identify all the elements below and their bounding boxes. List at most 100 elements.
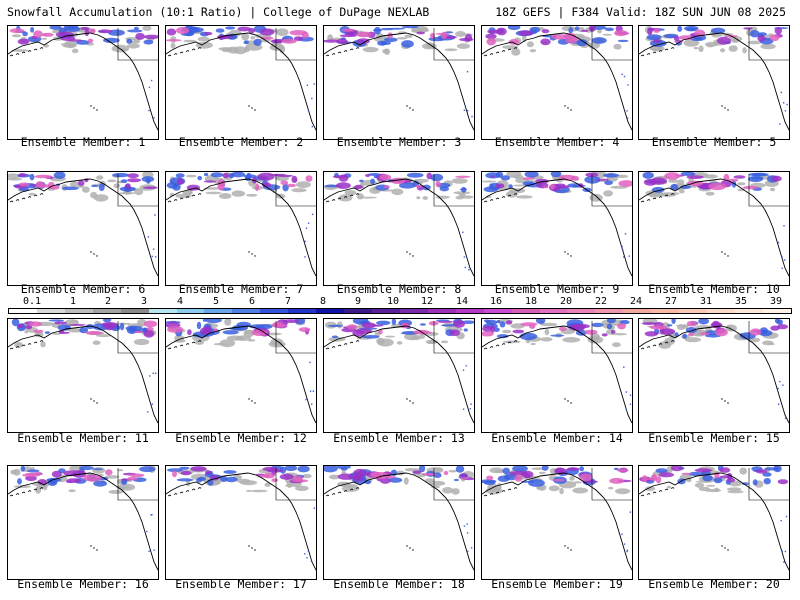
island-outline <box>495 197 500 200</box>
border-line <box>748 174 789 207</box>
island-outline <box>658 490 663 492</box>
island-outline <box>167 494 172 497</box>
snowfall-area <box>28 192 36 196</box>
island-outline <box>21 344 26 347</box>
snowfall-area <box>105 469 113 476</box>
snowfall-area <box>253 38 262 46</box>
snowfall-area <box>519 332 538 341</box>
snowfall-area <box>590 333 600 342</box>
border-line <box>275 468 316 501</box>
hawaii-island <box>567 253 569 255</box>
snowfall-area <box>495 183 505 189</box>
snowfall-area <box>757 35 766 42</box>
coastline <box>8 472 158 571</box>
snowfall-area <box>8 173 21 179</box>
snowfall-area <box>30 26 35 33</box>
island-outline <box>489 53 494 55</box>
colorbar-segment <box>36 309 65 313</box>
snowfall-area <box>54 321 67 325</box>
snowfall-area <box>197 476 206 481</box>
snowfall-area <box>102 319 112 323</box>
colorbar-segment <box>344 309 372 313</box>
snowfall-area <box>459 477 469 480</box>
island-outline <box>670 193 675 195</box>
island-outline <box>343 50 348 52</box>
island-outline <box>670 340 675 342</box>
island-outline <box>167 54 172 57</box>
snowfall-area <box>27 469 40 473</box>
snowfall-area <box>422 196 429 200</box>
snowfall-area <box>61 186 79 191</box>
island-outline <box>483 347 488 350</box>
island-outline <box>185 50 190 52</box>
snowfall-area <box>777 241 780 244</box>
island-outline <box>349 48 354 51</box>
hawaii-island <box>724 400 726 402</box>
snowfall-area <box>104 323 116 331</box>
snowfall-area <box>750 176 764 180</box>
snowfall-area <box>167 326 184 333</box>
snowfall-area <box>247 339 256 342</box>
snowfall-area <box>584 175 601 184</box>
colorbar-tick-label: 16 <box>489 296 503 307</box>
snowfall-area <box>205 319 222 324</box>
snowfall-area <box>44 331 51 334</box>
island-outline <box>331 346 336 348</box>
snowfall-area <box>621 245 623 248</box>
snowfall-area <box>702 174 718 179</box>
hawaii-island <box>570 549 572 551</box>
ensemble-member-label: Ensemble Member: 12 <box>175 431 307 445</box>
coastline <box>166 472 316 571</box>
island-outline <box>343 490 348 492</box>
snowfall-area <box>129 473 145 478</box>
ensemble-map-panel <box>481 25 633 140</box>
snowfall-area <box>778 403 780 405</box>
snowfall-area <box>176 478 194 482</box>
coastline <box>639 325 789 424</box>
border-line <box>748 468 789 501</box>
colorbar-tick-label: 27 <box>664 296 678 307</box>
snowfall-area <box>584 329 598 335</box>
snowfall-area <box>49 26 62 30</box>
colorbar-legend: 0.1 1 2 3 4 5 6 7 8 9 10 12 14 16 18 20 22 24 27 31 35 39 <box>8 296 792 316</box>
snowfall-area <box>231 172 246 178</box>
border-line <box>275 321 316 354</box>
snowfall-area <box>304 240 306 242</box>
snowfall-area <box>527 480 535 483</box>
snowfall-area <box>550 334 565 337</box>
snowfall-area <box>670 466 683 472</box>
ensemble-map-panel <box>323 171 475 286</box>
border-line <box>748 28 789 61</box>
snowfall-area <box>719 467 731 473</box>
island-outline <box>652 344 657 347</box>
snowfall-area <box>143 320 158 328</box>
snowfall-area <box>285 484 294 487</box>
snowfall-area <box>467 110 469 112</box>
ensemble-map-panel <box>7 465 159 580</box>
border-line <box>433 321 474 354</box>
island-outline <box>507 341 512 344</box>
ensemble-map-panel <box>638 318 790 433</box>
snowfall-area <box>336 38 348 45</box>
snowfall-area <box>34 174 53 179</box>
hawaii-island <box>412 549 414 551</box>
snowfall-area <box>668 179 679 183</box>
hawaii-island <box>96 402 98 404</box>
ensemble-member-label: Ensemble Member: 1 <box>20 135 146 149</box>
island-outline <box>173 346 178 348</box>
hawaii-island <box>564 251 566 253</box>
colorbar-tick-label: 22 <box>594 296 608 307</box>
snowfall-area <box>444 48 458 52</box>
snowfall-area <box>108 489 124 494</box>
snowfall-area <box>118 192 136 195</box>
hawaii-island <box>564 105 566 107</box>
snowfall-area <box>312 390 315 392</box>
island-outline <box>640 54 645 57</box>
snowfall-area <box>466 532 469 534</box>
island-outline <box>179 491 184 494</box>
snowfall-area <box>444 31 454 34</box>
snowfall-area <box>720 48 726 53</box>
snowfall-area <box>51 185 60 190</box>
snowfall-area <box>187 329 192 336</box>
snowfall-area <box>399 182 416 189</box>
